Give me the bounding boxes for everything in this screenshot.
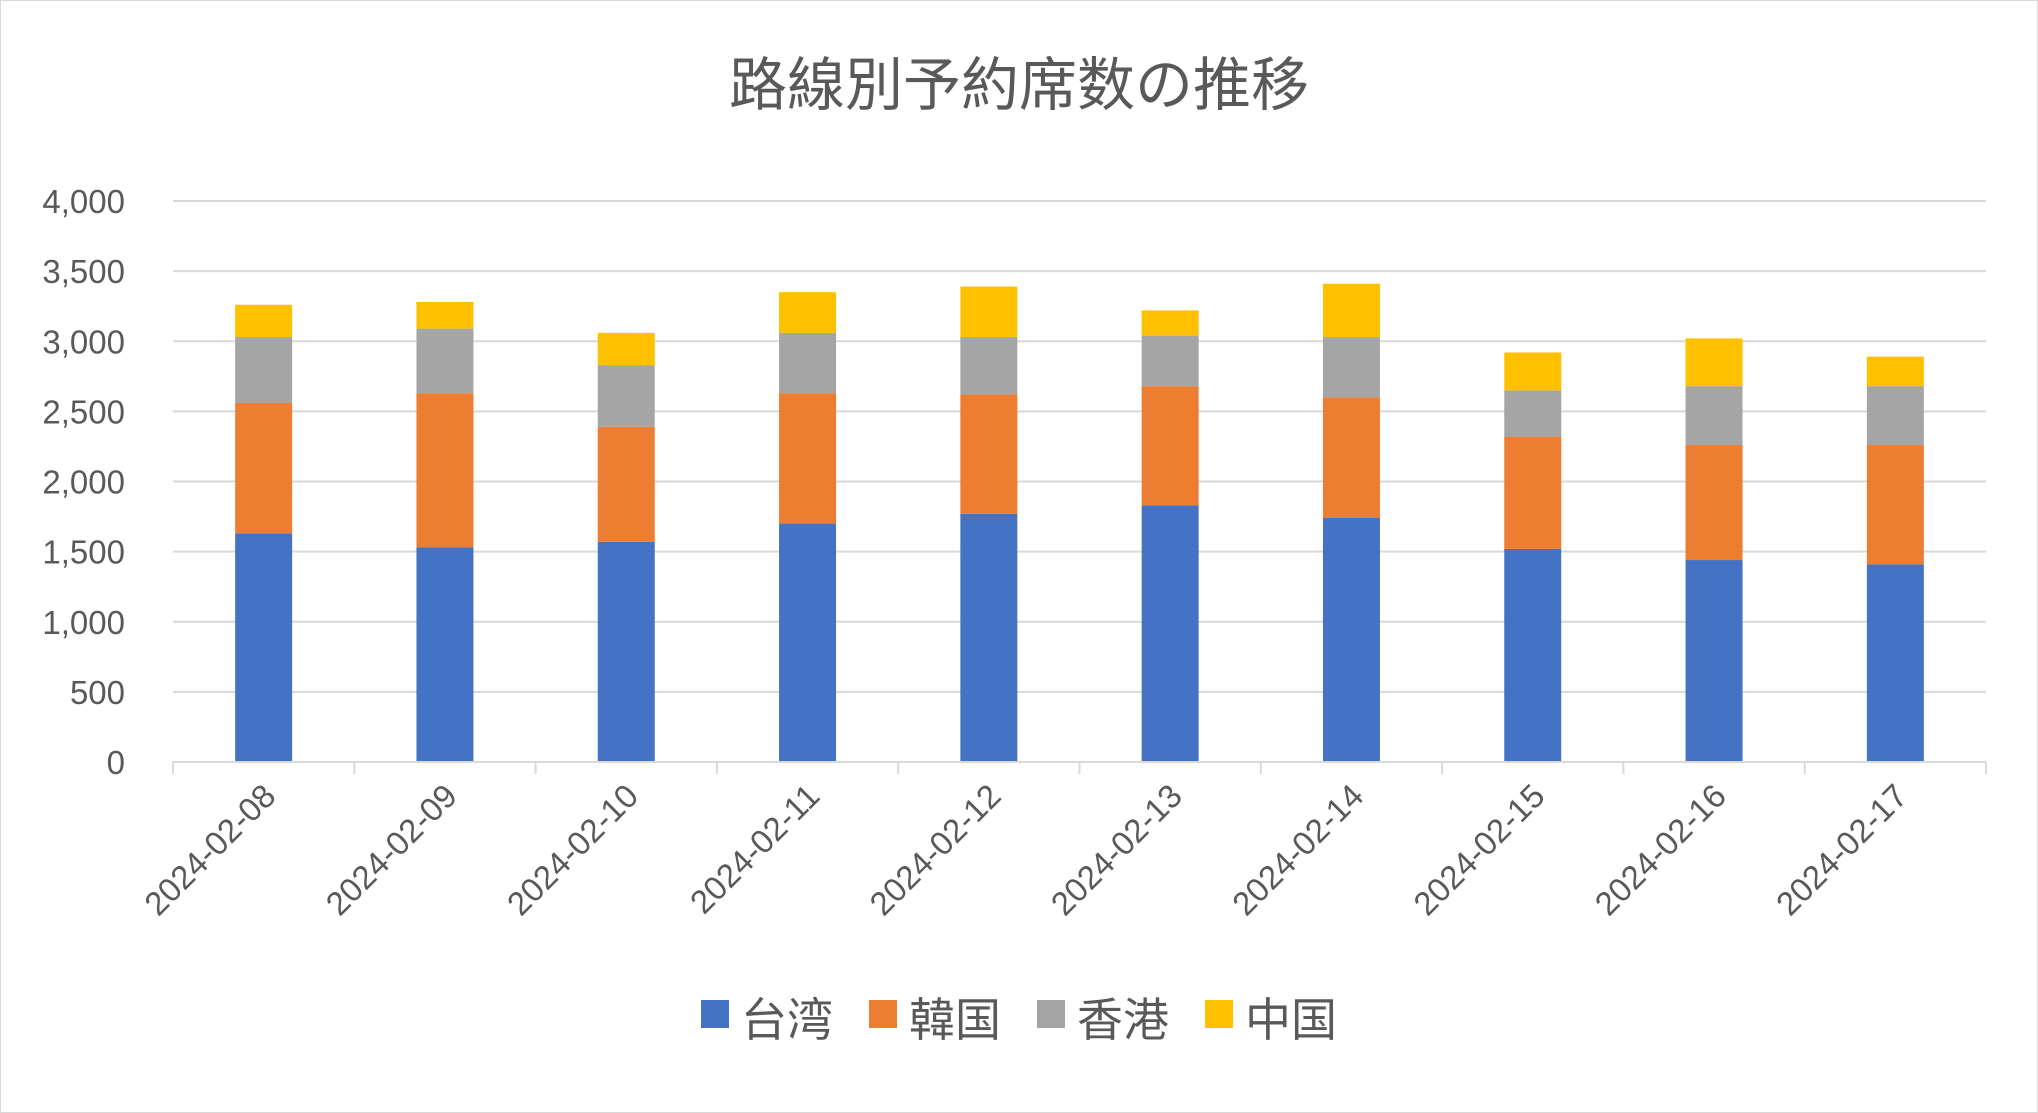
x-tick-label: 2024-02-08 [137, 777, 283, 923]
bar-segment [779, 393, 837, 524]
x-tick-label: 2024-02-09 [318, 777, 464, 923]
x-tick-label: 2024-02-11 [683, 777, 827, 921]
y-tick-label: 4,000 [42, 183, 125, 220]
bar-segment [779, 332, 837, 394]
bar-segment [416, 393, 474, 548]
bar-segment [1322, 517, 1380, 762]
bars [235, 283, 1924, 762]
bar-segment [779, 292, 837, 333]
y-tick-label: 3,000 [42, 323, 125, 360]
bar-segment [1504, 548, 1562, 762]
x-tick-label: 2024-02-16 [1587, 777, 1733, 923]
bar-segment [1504, 390, 1562, 437]
y-tick-label: 2,500 [42, 393, 125, 430]
bar-segment [1866, 564, 1924, 762]
y-tick-label: 3,500 [42, 253, 125, 290]
bar-segment [1141, 386, 1199, 506]
bar-segment [597, 426, 655, 542]
bar-segment [235, 402, 293, 534]
legend-label: 中国 [1245, 993, 1337, 1047]
legend-swatch [701, 1000, 729, 1028]
bar-segment [1685, 338, 1743, 387]
x-axis [172, 761, 1987, 774]
y-axis-tick-labels: 0 500 1,000 1,500 2,000 2,500 3,000 3,500 4,000 [42, 183, 125, 781]
y-tick-label: 0 [107, 744, 125, 781]
bar-segment [1322, 337, 1380, 398]
bar-segment [597, 332, 655, 366]
bar-segment [416, 547, 474, 762]
gridlines [173, 200, 1986, 693]
bar-segment [1685, 445, 1743, 561]
legend: 台湾 韓国 香港 中国 [701, 993, 1337, 1047]
legend-swatch [869, 1000, 897, 1028]
bar-segment [1322, 397, 1380, 518]
x-tick-label: 2024-02-12 [862, 777, 1008, 923]
bar-segment [597, 541, 655, 762]
bar-segment [960, 513, 1018, 762]
legend-item: 台湾 [701, 993, 833, 1047]
x-axis-tick-labels: 2024-02-08 2024-02-09 2024-02-10 2024-02-11… [137, 777, 1914, 923]
legend-item: 韓国 [869, 993, 1001, 1047]
x-tick-label: 2024-02-10 [500, 777, 646, 923]
y-tick-label: 2,000 [42, 464, 125, 501]
chart-title: 路線別予約席数の推移 [729, 51, 1309, 119]
bar-segment [235, 337, 293, 403]
x-tick-label: 2024-02-13 [1044, 777, 1190, 923]
bar-segment [779, 523, 837, 762]
bar-segment [235, 533, 293, 762]
bar-segment [1866, 356, 1924, 387]
bar-segment [1866, 445, 1924, 565]
y-tick-label: 500 [70, 674, 125, 711]
bar-segment [1141, 335, 1199, 387]
bar-segment [1322, 283, 1380, 338]
bar-segment [235, 304, 293, 338]
bar-segment [1504, 436, 1562, 549]
legend-item: 中国 [1205, 993, 1337, 1047]
x-tick-label: 2024-02-15 [1406, 777, 1552, 923]
bar-segment [416, 328, 474, 394]
legend-label: 台湾 [741, 993, 833, 1047]
bar-segment [1685, 386, 1743, 446]
y-tick-label: 1,000 [42, 604, 125, 641]
bar-segment [960, 394, 1018, 514]
legend-label: 韓国 [909, 993, 1001, 1047]
legend-item: 香港 [1037, 993, 1169, 1047]
legend-label: 香港 [1077, 993, 1169, 1047]
bar-segment [1866, 386, 1924, 446]
bar-segment [1141, 310, 1199, 336]
bar-segment [1504, 352, 1562, 391]
legend-swatch [1037, 1000, 1065, 1028]
y-tick-label: 1,500 [42, 534, 125, 571]
bar-segment [416, 301, 474, 329]
bar-segment [1685, 560, 1743, 762]
bar-segment [1141, 505, 1199, 762]
bar-segment [960, 337, 1018, 395]
legend-swatch [1205, 1000, 1233, 1028]
x-tick-label: 2024-02-17 [1769, 777, 1915, 923]
x-tick-label: 2024-02-14 [1225, 777, 1371, 923]
bar-segment [960, 286, 1018, 338]
bar-segment [597, 365, 655, 427]
